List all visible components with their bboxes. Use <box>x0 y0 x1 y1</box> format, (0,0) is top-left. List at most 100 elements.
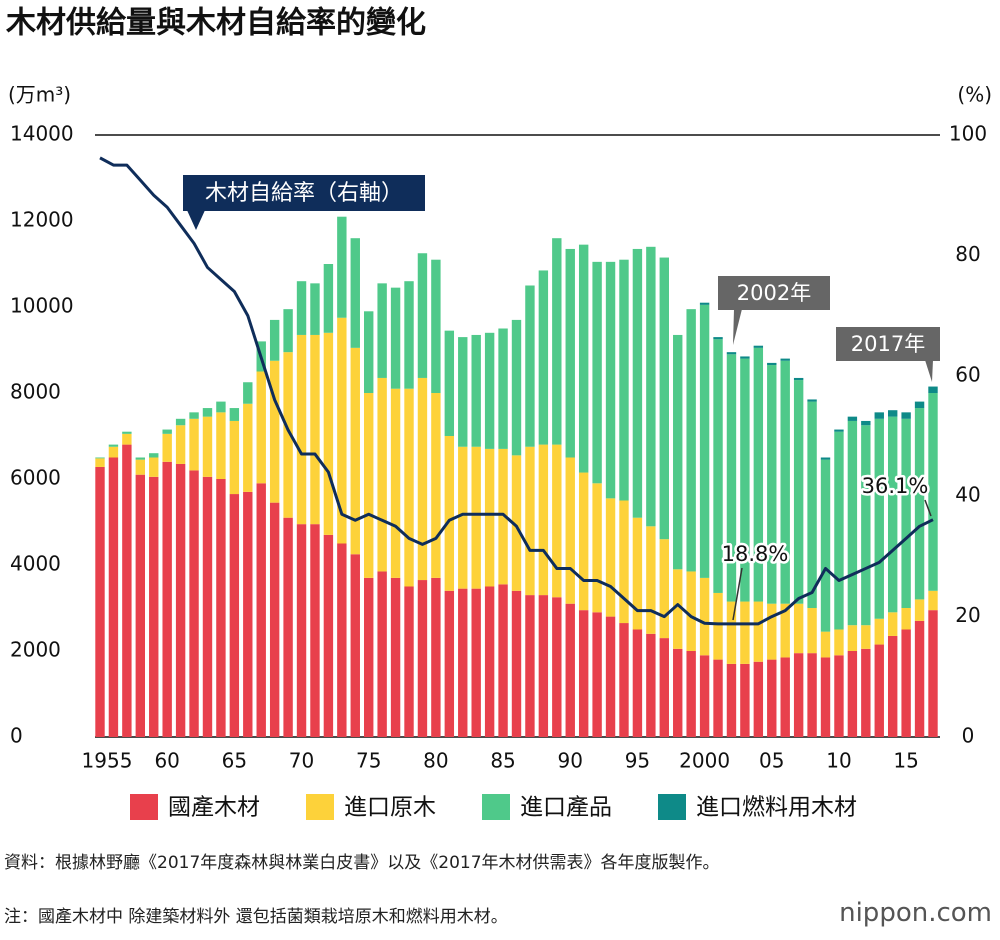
bar-segment <box>310 334 320 525</box>
bar-segment <box>605 261 616 499</box>
bar-segment <box>605 498 616 617</box>
x-tick-label: 75 <box>356 749 381 773</box>
bar-segment <box>350 347 360 555</box>
bar-segment <box>592 612 602 737</box>
bar-segment <box>189 470 199 737</box>
bar-segment <box>834 429 844 432</box>
bar-segment <box>216 479 226 737</box>
bar-segment <box>820 457 831 460</box>
bar-segment <box>471 334 481 447</box>
bar-segment <box>525 285 535 447</box>
bar-segment <box>699 302 710 305</box>
x-tick-label: 65 <box>222 749 247 773</box>
bar-segment <box>914 401 925 409</box>
bar-segment <box>296 281 307 335</box>
y-tick-label: 2000 <box>10 638 61 662</box>
bar-segment <box>740 358 750 602</box>
bar-segment <box>807 401 817 608</box>
bar-segment <box>243 403 253 492</box>
bar-segment <box>686 571 696 651</box>
bar-segment <box>175 418 186 426</box>
bar-segment <box>216 401 226 413</box>
bar-segment <box>243 382 253 404</box>
bar-segment <box>484 332 495 449</box>
bar-segment <box>95 466 105 737</box>
bar-segment <box>538 270 549 445</box>
bar-segment <box>861 648 871 737</box>
value-label: 18.8% <box>722 542 789 566</box>
x-tick-label: 1955 <box>82 749 133 773</box>
x-tick-label: 95 <box>625 749 650 773</box>
bar-segment <box>646 246 656 527</box>
bar-segment <box>390 577 401 737</box>
x-tick-label: 10 <box>826 749 851 773</box>
callout-box <box>183 175 425 211</box>
bar-segment <box>511 319 522 456</box>
y2-tick-label: 60 <box>955 362 980 386</box>
bar-segment <box>659 638 669 737</box>
annotation: 2002年 <box>737 281 811 305</box>
label-leader <box>924 499 932 517</box>
legend-swatch <box>482 794 510 820</box>
bar-segment <box>740 356 750 359</box>
bar-segment <box>149 453 159 458</box>
bar-segment <box>122 444 132 737</box>
bar-segment <box>444 330 455 436</box>
bar-segment <box>807 399 817 402</box>
bar-segment <box>377 283 387 378</box>
bar-segment <box>753 347 764 602</box>
bar-segment <box>887 635 898 737</box>
y-tick-label: 10000 <box>10 294 74 318</box>
bar-segment <box>256 371 266 484</box>
bar-segment <box>149 476 159 737</box>
bar-segment <box>807 608 817 654</box>
legend-label: 國產木材 <box>168 795 260 821</box>
bar-segment <box>793 377 804 381</box>
bar-segment <box>269 360 280 503</box>
bar-segment <box>377 377 387 572</box>
bar-segment <box>847 651 858 737</box>
bar-segment <box>753 661 764 737</box>
legend-swatch <box>130 794 158 820</box>
bar-segment <box>673 569 683 649</box>
bar-segment <box>511 590 522 737</box>
bar-segment <box>861 425 871 626</box>
bar-segment <box>458 446 468 589</box>
bar-segment <box>874 412 884 419</box>
bar-segment <box>404 388 414 587</box>
bar-segment <box>914 408 925 600</box>
bar-segment <box>175 463 186 737</box>
bar-segment <box>928 393 938 591</box>
bar-segment <box>525 595 535 737</box>
bar-segment <box>592 483 602 613</box>
x-tick-label: 15 <box>893 749 918 773</box>
bar-segment <box>95 457 105 459</box>
y2-tick-label: 20 <box>955 603 980 627</box>
bar-segment <box>296 524 307 737</box>
bar-segment <box>928 386 938 393</box>
bar-segment <box>646 633 656 737</box>
callout-pointer <box>733 309 742 345</box>
bar-segment <box>552 597 562 737</box>
bar-segment <box>659 539 669 639</box>
bar-segment <box>780 358 790 361</box>
brand: nippon.com <box>839 898 992 928</box>
bar-segment <box>726 352 737 355</box>
bar-segment <box>793 603 804 654</box>
bar-segment <box>726 601 737 664</box>
y2-axis-label: (%) <box>957 83 992 107</box>
bar-segment <box>95 458 105 467</box>
y2-tick-label: 0 <box>962 724 975 748</box>
bar-segment <box>887 416 898 613</box>
bar-segment <box>350 238 360 348</box>
bar-segment <box>793 380 804 604</box>
source: 資料：根據林野廳《2017年度森林與林業白皮書》以及《2017年木材供需表》各年… <box>4 853 720 873</box>
bar-segment <box>847 420 858 626</box>
bar-segment <box>122 431 132 434</box>
bar-segment <box>713 659 723 737</box>
bar-segment <box>619 623 629 737</box>
bar-segment <box>619 500 629 624</box>
bar-segment <box>390 287 401 389</box>
bar-segment <box>673 648 683 737</box>
annotation: 2017年 <box>851 332 925 356</box>
